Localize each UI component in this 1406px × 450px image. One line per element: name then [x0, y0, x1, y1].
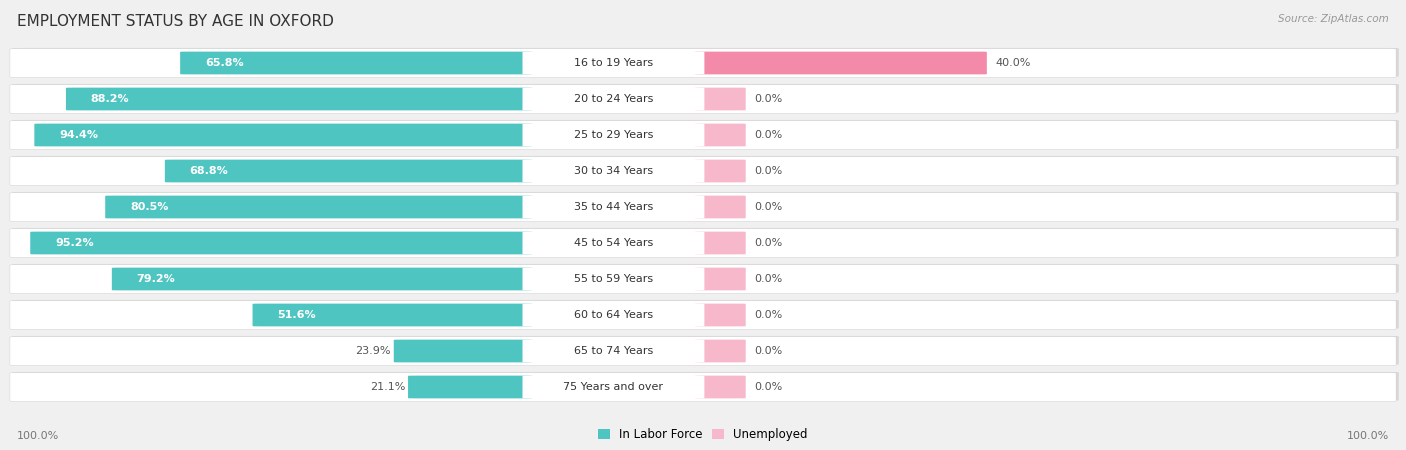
- Text: 51.6%: 51.6%: [277, 310, 316, 320]
- FancyBboxPatch shape: [10, 373, 1396, 401]
- FancyBboxPatch shape: [10, 157, 1396, 185]
- Text: 65 to 74 Years: 65 to 74 Years: [574, 346, 652, 356]
- FancyBboxPatch shape: [10, 121, 1396, 149]
- FancyBboxPatch shape: [695, 88, 745, 110]
- Text: 0.0%: 0.0%: [754, 274, 782, 284]
- FancyBboxPatch shape: [180, 52, 531, 74]
- FancyBboxPatch shape: [10, 193, 1396, 221]
- Text: 100.0%: 100.0%: [1347, 431, 1389, 441]
- FancyBboxPatch shape: [523, 88, 704, 110]
- Text: EMPLOYMENT STATUS BY AGE IN OXFORD: EMPLOYMENT STATUS BY AGE IN OXFORD: [17, 14, 333, 28]
- FancyBboxPatch shape: [695, 304, 745, 326]
- FancyBboxPatch shape: [253, 304, 531, 326]
- Legend: In Labor Force, Unemployed: In Labor Force, Unemployed: [593, 423, 813, 446]
- Text: 100.0%: 100.0%: [17, 431, 59, 441]
- FancyBboxPatch shape: [13, 372, 1399, 400]
- Text: 40.0%: 40.0%: [995, 58, 1031, 68]
- FancyBboxPatch shape: [523, 232, 704, 254]
- FancyBboxPatch shape: [13, 300, 1399, 328]
- FancyBboxPatch shape: [523, 376, 704, 398]
- Text: 88.2%: 88.2%: [91, 94, 129, 104]
- Text: 0.0%: 0.0%: [754, 202, 782, 212]
- FancyBboxPatch shape: [523, 340, 704, 362]
- FancyBboxPatch shape: [13, 48, 1399, 76]
- FancyBboxPatch shape: [695, 196, 745, 218]
- FancyBboxPatch shape: [112, 268, 531, 290]
- FancyBboxPatch shape: [408, 376, 531, 398]
- FancyBboxPatch shape: [695, 268, 745, 290]
- Text: 0.0%: 0.0%: [754, 238, 782, 248]
- Text: 95.2%: 95.2%: [55, 238, 94, 248]
- Text: 75 Years and over: 75 Years and over: [564, 382, 664, 392]
- FancyBboxPatch shape: [13, 228, 1399, 256]
- Text: 65.8%: 65.8%: [205, 58, 243, 68]
- FancyBboxPatch shape: [523, 160, 704, 182]
- Text: 94.4%: 94.4%: [59, 130, 98, 140]
- FancyBboxPatch shape: [523, 304, 704, 326]
- FancyBboxPatch shape: [13, 192, 1399, 220]
- FancyBboxPatch shape: [31, 232, 531, 254]
- FancyBboxPatch shape: [10, 265, 1396, 293]
- Text: 45 to 54 Years: 45 to 54 Years: [574, 238, 652, 248]
- FancyBboxPatch shape: [523, 268, 704, 290]
- FancyBboxPatch shape: [34, 124, 531, 146]
- FancyBboxPatch shape: [523, 196, 704, 218]
- Text: 21.1%: 21.1%: [370, 382, 405, 392]
- Text: 68.8%: 68.8%: [190, 166, 228, 176]
- FancyBboxPatch shape: [695, 340, 745, 362]
- Text: 60 to 64 Years: 60 to 64 Years: [574, 310, 652, 320]
- Text: 20 to 24 Years: 20 to 24 Years: [574, 94, 654, 104]
- FancyBboxPatch shape: [66, 88, 531, 110]
- FancyBboxPatch shape: [695, 232, 745, 254]
- FancyBboxPatch shape: [695, 160, 745, 182]
- FancyBboxPatch shape: [13, 120, 1399, 148]
- Text: 0.0%: 0.0%: [754, 382, 782, 392]
- Text: 0.0%: 0.0%: [754, 346, 782, 356]
- FancyBboxPatch shape: [165, 160, 531, 182]
- Text: 25 to 29 Years: 25 to 29 Years: [574, 130, 654, 140]
- FancyBboxPatch shape: [13, 84, 1399, 112]
- FancyBboxPatch shape: [10, 337, 1396, 365]
- FancyBboxPatch shape: [523, 124, 704, 146]
- FancyBboxPatch shape: [10, 301, 1396, 329]
- FancyBboxPatch shape: [13, 156, 1399, 184]
- FancyBboxPatch shape: [10, 49, 1396, 77]
- FancyBboxPatch shape: [695, 52, 987, 74]
- Text: 0.0%: 0.0%: [754, 166, 782, 176]
- Text: 30 to 34 Years: 30 to 34 Years: [574, 166, 652, 176]
- FancyBboxPatch shape: [394, 340, 531, 362]
- FancyBboxPatch shape: [695, 124, 745, 146]
- Text: 80.5%: 80.5%: [129, 202, 169, 212]
- FancyBboxPatch shape: [10, 229, 1396, 257]
- Text: 23.9%: 23.9%: [356, 346, 391, 356]
- Text: 0.0%: 0.0%: [754, 310, 782, 320]
- FancyBboxPatch shape: [105, 196, 531, 218]
- Text: 79.2%: 79.2%: [136, 274, 176, 284]
- Text: 0.0%: 0.0%: [754, 130, 782, 140]
- Text: Source: ZipAtlas.com: Source: ZipAtlas.com: [1278, 14, 1389, 23]
- FancyBboxPatch shape: [523, 52, 704, 74]
- FancyBboxPatch shape: [13, 336, 1399, 364]
- FancyBboxPatch shape: [695, 376, 745, 398]
- Text: 35 to 44 Years: 35 to 44 Years: [574, 202, 652, 212]
- FancyBboxPatch shape: [10, 85, 1396, 113]
- Text: 0.0%: 0.0%: [754, 94, 782, 104]
- Text: 55 to 59 Years: 55 to 59 Years: [574, 274, 652, 284]
- FancyBboxPatch shape: [13, 264, 1399, 292]
- Text: 16 to 19 Years: 16 to 19 Years: [574, 58, 652, 68]
